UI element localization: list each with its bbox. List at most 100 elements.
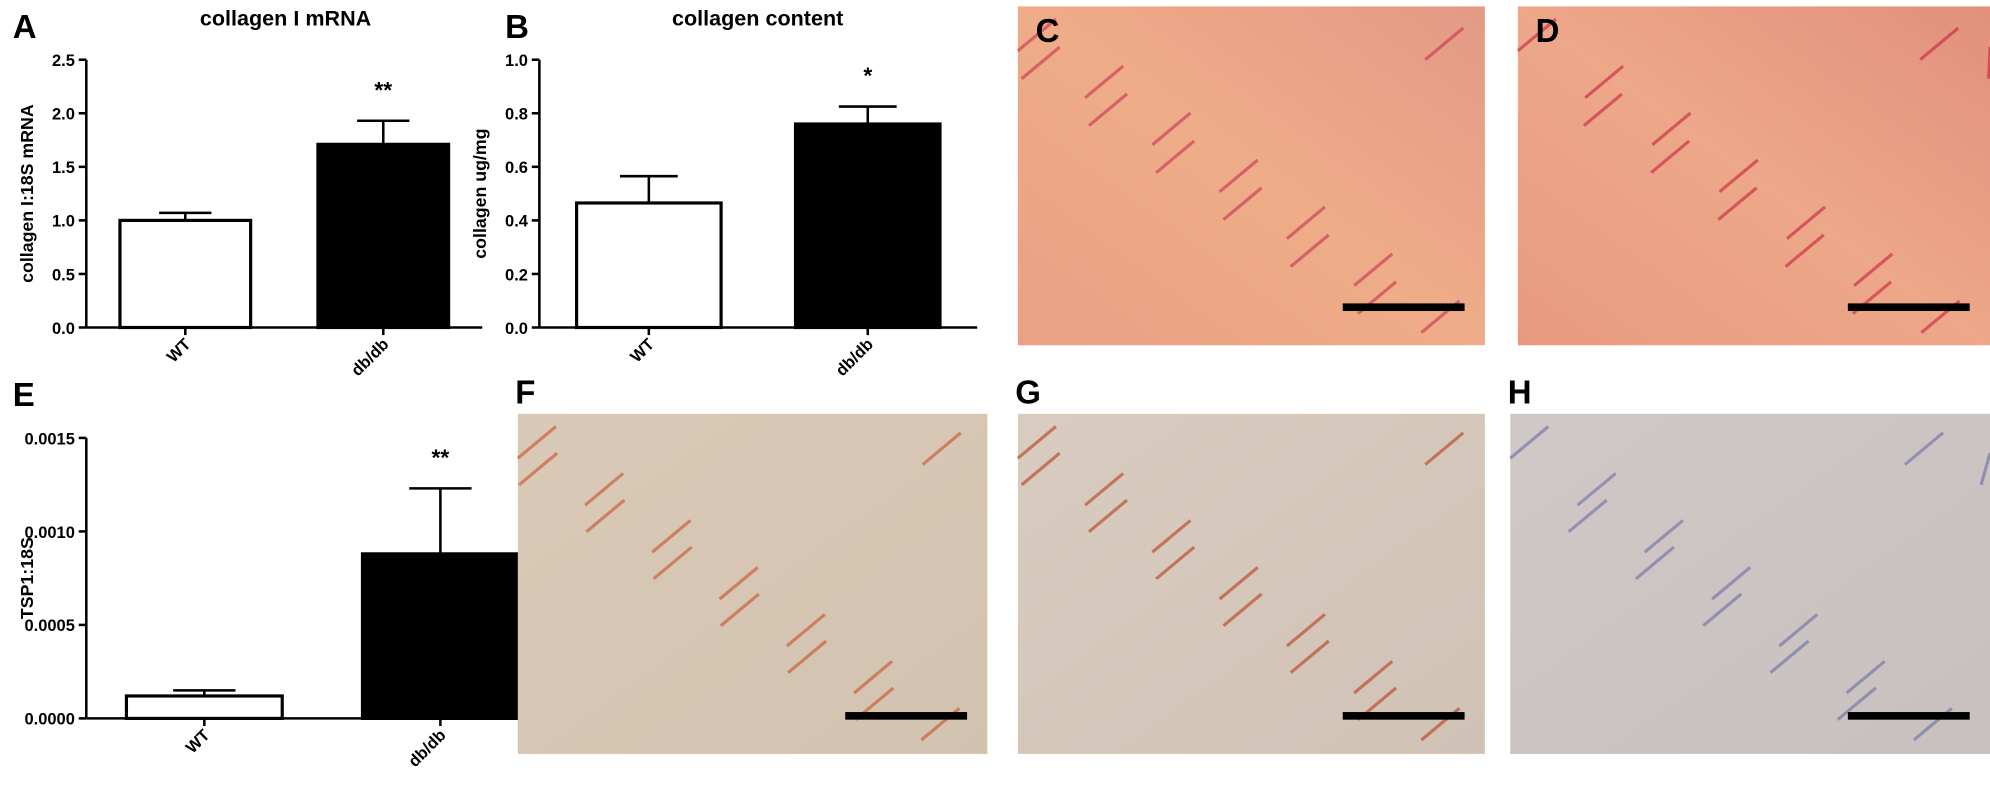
- scale-bar: [845, 712, 968, 720]
- tissue-stroke: [1218, 158, 1259, 193]
- tissue-stroke: [1424, 26, 1465, 61]
- tissue-stroke: [1285, 613, 1326, 648]
- tissue-stroke: [1087, 92, 1129, 127]
- tissue-stroke: [1353, 660, 1394, 695]
- tissue-stroke: [1151, 111, 1192, 146]
- significance: **: [431, 445, 449, 471]
- tissue-stroke: [652, 545, 693, 581]
- tissue-stroke: [1516, 17, 1557, 53]
- panel-letter: A: [13, 8, 37, 45]
- tissue-stroke: [1218, 566, 1259, 601]
- tissue-stroke: [1016, 425, 1057, 460]
- y-tick-label: 0.8: [505, 106, 528, 124]
- tissue-stroke: [1584, 64, 1625, 100]
- scale-bar: [1847, 712, 1970, 720]
- scale-bar: [1342, 712, 1465, 720]
- tissue-stroke: [1919, 26, 1960, 61]
- y-tick-label: 0.0000: [24, 711, 74, 729]
- micrograph: [517, 413, 988, 754]
- tissue-stroke: [518, 451, 559, 487]
- y-tick-label: 2.0: [52, 106, 75, 124]
- tissue-stroke: [1582, 92, 1623, 127]
- x-tick-label: WT: [183, 726, 214, 757]
- tissue-stroke: [1020, 45, 1061, 80]
- tissue-stroke: [1155, 139, 1196, 174]
- y-axis-label: collagen I:18S mRNA: [17, 104, 37, 283]
- tissue-stroke: [516, 425, 557, 460]
- y-tick-label: 0.2: [505, 266, 528, 284]
- tissue-stroke: [1651, 111, 1692, 146]
- tissue-stroke: [1717, 186, 1758, 221]
- y-tick-label: 0.0010: [24, 524, 74, 542]
- y-tick-label: 0.0: [505, 320, 528, 338]
- bar: [575, 201, 723, 330]
- panel-letter: G: [1015, 374, 1041, 411]
- y-tick-label: 1.0: [52, 213, 75, 231]
- tissue-stroke: [853, 660, 894, 695]
- tissue-stroke: [651, 519, 692, 554]
- tissue-stroke: [718, 566, 759, 601]
- panel-letter: B: [505, 8, 529, 45]
- tissue-stroke: [1155, 545, 1196, 581]
- y-tick-label: 2.5: [52, 52, 75, 70]
- tissue-stroke: [1643, 519, 1684, 554]
- x-tick-label: db/db: [348, 335, 392, 379]
- tissue-stroke: [1836, 686, 1877, 721]
- y-tick-label: 0.6: [505, 159, 528, 177]
- tissue-stroke: [1020, 451, 1061, 487]
- bar: [124, 694, 284, 720]
- y-axis-label: collagen ug/mg: [470, 129, 490, 259]
- tissue-stroke: [1979, 452, 1990, 486]
- tissue-stroke: [584, 472, 625, 507]
- micrograph: [1017, 413, 1485, 754]
- bar: [360, 552, 520, 720]
- panel-letter: E: [13, 376, 35, 413]
- tissue-stroke: [787, 639, 828, 674]
- tissue-stroke: [1845, 660, 1886, 695]
- panel-letter: F: [515, 374, 535, 411]
- bar: [316, 142, 451, 330]
- bar: [793, 122, 942, 330]
- tissue-stroke: [1711, 566, 1752, 601]
- micrograph: [1017, 6, 1485, 346]
- tissue-stroke: [1289, 233, 1330, 268]
- scale-bar: [1847, 303, 1970, 312]
- tissue-stroke: [585, 498, 626, 534]
- x-tick-label: db/db: [832, 335, 876, 379]
- chart-title: collagen I mRNA: [200, 5, 371, 30]
- tissue-stroke: [1778, 613, 1819, 648]
- micrograph: [1517, 6, 1990, 346]
- scale-bar: [1342, 303, 1465, 312]
- tissue-stroke: [1222, 592, 1263, 627]
- tissue-stroke: [719, 592, 760, 627]
- tissue-stroke: [1702, 592, 1743, 627]
- tissue-stroke: [1718, 158, 1759, 193]
- significance: *: [863, 63, 872, 89]
- tissue-stroke: [1285, 205, 1326, 240]
- tissue-stroke: [1567, 498, 1608, 534]
- tissue-stroke: [1084, 64, 1125, 100]
- y-tick-label: 0.0015: [24, 430, 74, 448]
- y-tick-label: 0.4: [505, 213, 529, 231]
- tissue-stroke: [1769, 639, 1810, 674]
- x-tick-label: WT: [627, 335, 658, 366]
- tissue-stroke: [1576, 472, 1617, 507]
- significance: **: [374, 77, 392, 103]
- x-tick-label: db/db: [405, 726, 449, 770]
- tissue-stroke: [1650, 139, 1691, 174]
- y-axis-label: TSP1:18S: [17, 537, 37, 619]
- y-tick-label: 1.5: [52, 159, 75, 177]
- micrograph: [1510, 413, 1990, 754]
- tissue-stroke: [1903, 431, 1945, 466]
- y-tick-label: 1.0: [505, 52, 528, 70]
- tissue-stroke: [1222, 186, 1263, 221]
- tissue-stroke: [921, 431, 962, 466]
- tissue-stroke: [1353, 252, 1394, 287]
- panel-letter: D: [1536, 12, 1560, 49]
- tissue-stroke: [1087, 498, 1129, 534]
- y-tick-label: 0.0: [52, 320, 75, 338]
- chart-title: collagen content: [672, 5, 843, 30]
- tissue-stroke: [1509, 425, 1550, 460]
- tissue-stroke: [1424, 431, 1465, 466]
